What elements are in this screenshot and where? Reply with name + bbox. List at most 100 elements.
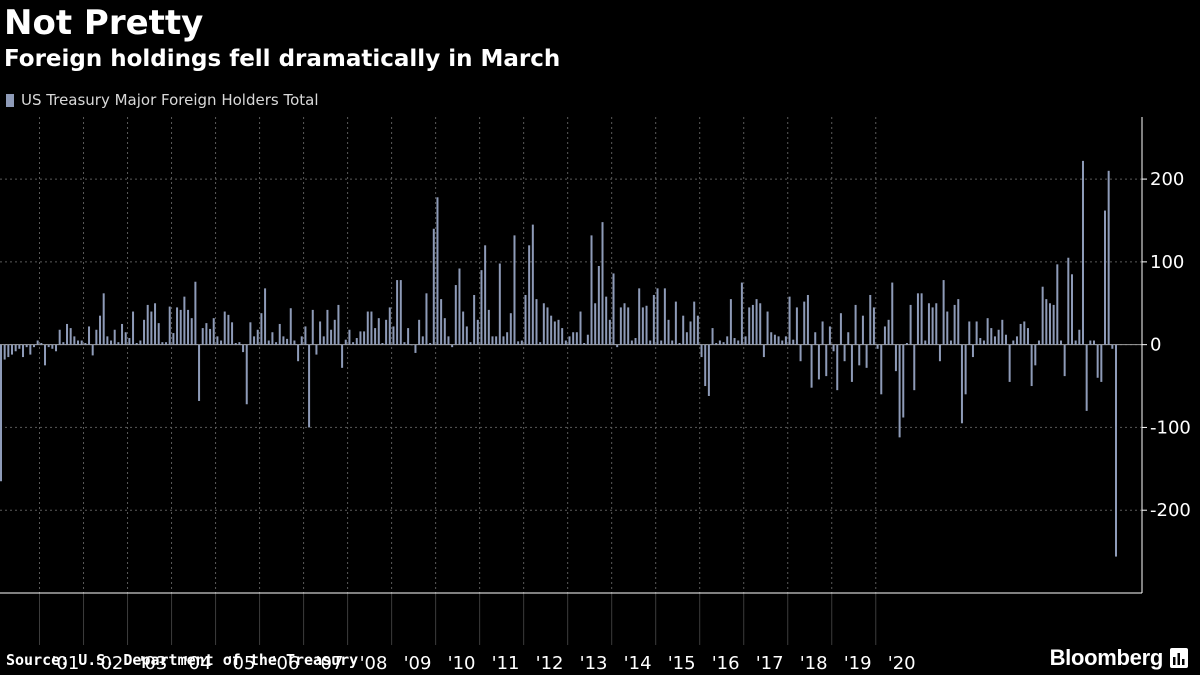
bar (341, 344, 344, 368)
bar (773, 334, 776, 345)
x-tick-label: '03 (140, 653, 168, 674)
x-tick-label: '08 (360, 653, 388, 674)
bar (652, 294, 655, 345)
bar (517, 341, 520, 345)
bar (671, 340, 674, 345)
bar (249, 322, 252, 345)
bar (487, 309, 490, 345)
bar (850, 344, 853, 382)
bar (869, 294, 872, 345)
bar (748, 307, 751, 345)
bar (84, 342, 87, 345)
bar (429, 342, 432, 345)
bar (1019, 323, 1022, 345)
x-tick-label: '18 (800, 653, 828, 674)
bar (300, 336, 303, 345)
bar (436, 197, 439, 345)
bar (704, 344, 707, 387)
bar (451, 344, 454, 348)
bar (234, 342, 237, 345)
bar (385, 319, 388, 345)
bar (227, 314, 230, 345)
bar (916, 293, 919, 345)
bar (418, 319, 421, 345)
bar (542, 303, 545, 345)
bar (187, 309, 190, 345)
bar (1070, 274, 1073, 345)
bar (539, 342, 542, 345)
bar (359, 331, 362, 345)
bar (678, 342, 681, 345)
bar (95, 329, 98, 345)
x-tick-label: '04 (184, 653, 212, 674)
bar (557, 319, 560, 345)
bar (407, 328, 410, 345)
bar (608, 319, 611, 345)
bar (231, 322, 234, 345)
bar (597, 266, 600, 345)
bar (718, 340, 721, 345)
bar (894, 344, 897, 372)
bar (1111, 344, 1114, 349)
bar (759, 303, 762, 345)
bar (392, 326, 395, 345)
bar (1034, 344, 1037, 366)
bar (289, 308, 292, 345)
bar (627, 307, 630, 345)
bar (495, 336, 498, 345)
bar (513, 235, 516, 345)
bar (1074, 340, 1077, 345)
bar (403, 342, 406, 345)
bar (381, 342, 384, 345)
x-tick-label: '06 (272, 653, 300, 674)
brand-logo: Bloomberg (1050, 645, 1188, 671)
bar (1041, 286, 1044, 345)
bar (883, 326, 886, 345)
bar (660, 340, 663, 345)
bar (253, 336, 256, 345)
bar (260, 313, 263, 345)
bar (971, 344, 974, 358)
bar (528, 245, 531, 345)
bar (583, 342, 586, 345)
bar (77, 340, 80, 345)
bar (1063, 344, 1066, 377)
bar (1092, 340, 1095, 345)
bar (308, 344, 311, 428)
brand-name: Bloomberg (1049, 645, 1164, 670)
bar (674, 301, 677, 345)
bar (700, 344, 703, 358)
bar (1048, 303, 1051, 345)
bar (586, 334, 589, 345)
bar (183, 296, 186, 345)
bar (124, 332, 127, 345)
bar (982, 340, 985, 345)
bar (1015, 336, 1018, 345)
bar (223, 311, 226, 345)
bar (803, 301, 806, 345)
bar (795, 307, 798, 345)
bar (297, 344, 300, 362)
bar (502, 336, 505, 345)
bar (531, 224, 534, 345)
bar (715, 342, 718, 345)
bar (484, 245, 487, 345)
bar (25, 344, 28, 348)
bar (1096, 344, 1099, 378)
bar (1001, 319, 1004, 345)
bar (546, 307, 549, 345)
y-tick-label: 200 (1150, 169, 1184, 190)
bar (432, 228, 435, 345)
bar (729, 299, 732, 345)
bar (656, 288, 659, 345)
y-tick-label: 0 (1150, 335, 1161, 356)
source-note: Source: U.S. Department of the Treasury (6, 651, 359, 669)
bar (333, 319, 336, 345)
bar (645, 305, 648, 345)
bar (920, 293, 923, 345)
bar (480, 270, 483, 345)
bar (506, 332, 509, 345)
bar (832, 344, 835, 352)
bar (667, 319, 670, 345)
bar (634, 338, 637, 345)
